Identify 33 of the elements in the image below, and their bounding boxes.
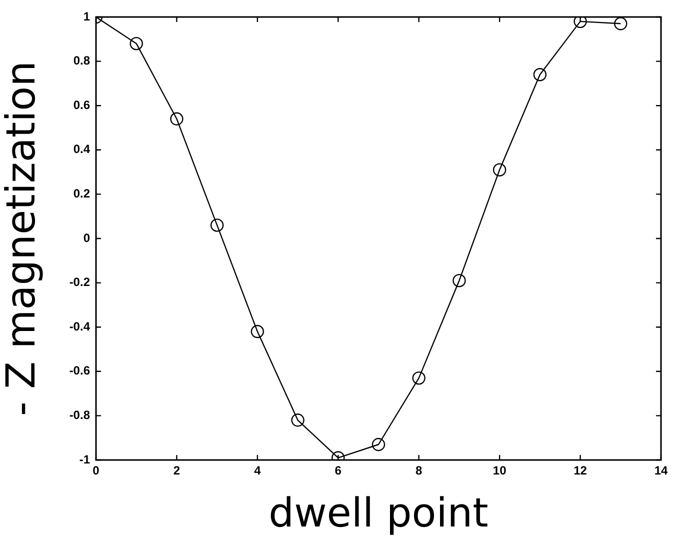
point [291, 414, 304, 427]
y-tick-label: 0.4 [73, 142, 90, 156]
point [452, 274, 466, 288]
x-axis-title: dwell point [268, 490, 488, 536]
y-tick-label: 1 [83, 9, 90, 24]
point [574, 17, 587, 28]
y-tick-label: -0.8 [69, 408, 90, 422]
point [372, 438, 386, 452]
y-tick-label: 0.6 [73, 98, 90, 112]
x-tick-label: 0 [92, 464, 100, 478]
y-tick-label: -0.6 [69, 364, 90, 378]
point [130, 36, 143, 50]
x-tick-label: 2 [173, 464, 180, 478]
point [170, 112, 184, 126]
point [412, 371, 426, 385]
point [210, 218, 224, 232]
x-tick-label: 6 [334, 464, 342, 478]
y-tick-label: 0.2 [73, 186, 90, 201]
x-tick-label: 8 [416, 464, 423, 478]
x-tick-label: 12 [574, 464, 588, 478]
y-tick-label: 0 [83, 230, 90, 245]
point [492, 163, 506, 176]
point [614, 17, 628, 30]
y-axis-title: - Z magnetization [0, 60, 44, 416]
y-tick-label: -1 [79, 452, 90, 466]
x-tick-label: 10 [492, 464, 507, 478]
x-tick-label: 14 [654, 464, 668, 478]
y-tick-label: -0.2 [69, 275, 90, 290]
point [250, 324, 264, 338]
point [533, 68, 547, 82]
y-tick-label: 0.8 [73, 54, 90, 68]
x-tick-label: 4 [254, 464, 262, 478]
y-tick-label: -0.4 [69, 319, 90, 334]
